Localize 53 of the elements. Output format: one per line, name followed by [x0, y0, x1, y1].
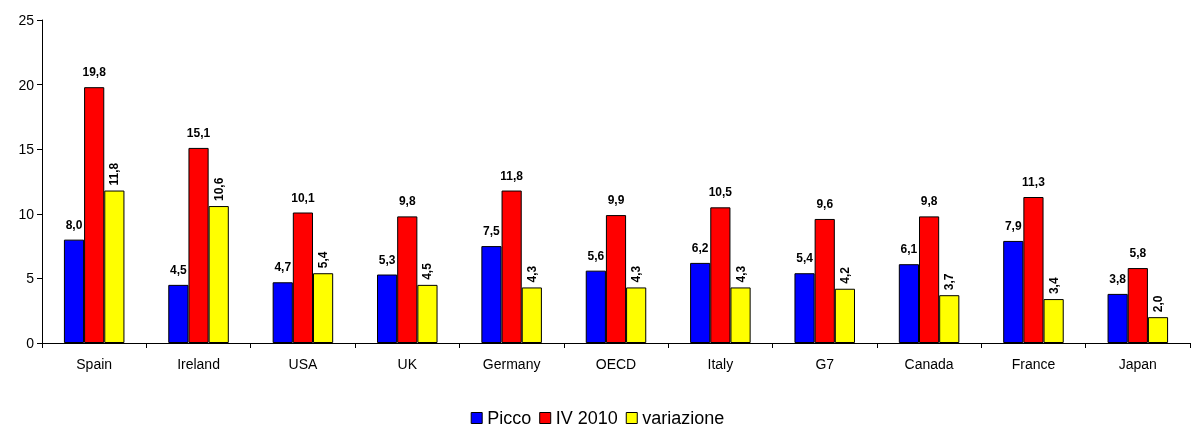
- data-label: 10,6: [211, 177, 226, 202]
- data-label: 7,9: [1004, 218, 1022, 233]
- data-label: 5,6: [587, 248, 605, 263]
- data-label: 8,0: [65, 217, 83, 232]
- data-label: 15,1: [186, 125, 211, 140]
- data-label: 3,8: [1109, 271, 1127, 286]
- data-label: 9,8: [920, 194, 938, 209]
- y-tick-label: 15: [18, 141, 35, 158]
- y-tick-label: 25: [18, 12, 35, 28]
- x-tick-label: UK: [397, 356, 418, 372]
- data-label: 9,6: [816, 196, 834, 211]
- data-label: 5,8: [1129, 246, 1147, 261]
- data-label: 11,3: [1022, 175, 1046, 189]
- y-tick-label: 5: [26, 270, 35, 287]
- data-label: 5,4: [796, 251, 814, 266]
- x-tick-label: Germany: [482, 356, 541, 372]
- data-label: 10,1: [291, 190, 315, 205]
- x-tick-label: G7: [815, 356, 835, 372]
- data-label: 9,9: [607, 193, 625, 208]
- data-label: 4,2: [837, 266, 852, 284]
- y-tick-label: 20: [18, 76, 35, 93]
- y-tick-label: 0: [26, 335, 35, 351]
- legend-label: IV 2010: [555, 408, 618, 428]
- x-tick-label: Canada: [904, 356, 954, 372]
- legend-label: variazione: [642, 408, 725, 428]
- data-label: 4,3: [524, 265, 539, 283]
- data-label: 7,5: [483, 224, 501, 239]
- data-label: 5,4: [316, 251, 331, 269]
- data-label: 9,8: [398, 194, 416, 209]
- data-label: 11,8: [500, 168, 524, 183]
- x-tick-label: France: [1011, 356, 1056, 372]
- x-tick-label: Japan: [1118, 356, 1157, 372]
- y-tick-label: 10: [18, 205, 35, 222]
- data-label: 6,1: [900, 242, 918, 257]
- data-label: 11,8: [107, 162, 122, 186]
- data-label: 6,2: [691, 240, 709, 255]
- data-label: 4,3: [629, 265, 644, 283]
- x-tick-label: Italy: [707, 356, 734, 372]
- data-label: 10,5: [708, 185, 733, 200]
- x-tick-label: Ireland: [177, 356, 220, 372]
- data-label: 4,3: [733, 265, 748, 283]
- data-label: 3,7: [942, 273, 957, 291]
- data-label: 3,4: [1046, 277, 1061, 295]
- x-tick-label: OECD: [595, 356, 637, 372]
- x-tick-label: Spain: [76, 356, 113, 372]
- legend-label: Picco: [487, 408, 532, 428]
- data-label: 4,5: [170, 262, 188, 277]
- data-label: 5,3: [378, 252, 396, 267]
- data-label: 19,8: [82, 65, 107, 80]
- data-label: 4,7: [274, 260, 292, 275]
- x-tick-label: USA: [288, 356, 318, 372]
- data-label: 4,5: [420, 262, 435, 280]
- data-label: 2,0: [1151, 295, 1165, 313]
